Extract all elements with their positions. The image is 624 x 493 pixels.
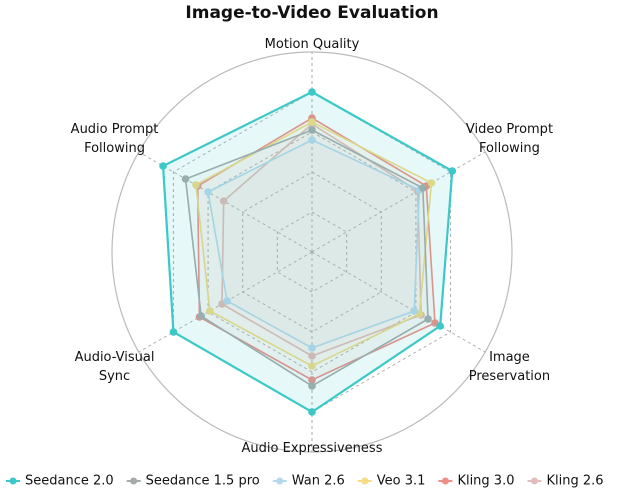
data-point [169, 328, 178, 336]
legend-swatch [276, 477, 284, 485]
axis-label-line: Audio Prompt [71, 122, 159, 137]
legend-swatch [9, 477, 17, 485]
data-point [159, 162, 167, 170]
legend-label: Seedance 2.0 [25, 474, 114, 489]
axis-label-line: Following [84, 141, 145, 156]
data-point [427, 179, 436, 187]
data-point [448, 167, 457, 175]
data-point [204, 188, 212, 196]
data-point [219, 197, 228, 205]
data-point [308, 376, 316, 384]
data-point [197, 312, 205, 320]
data-point [308, 344, 316, 352]
axis-label-line: Motion Quality [265, 37, 360, 52]
axis-label: Motion Quality [265, 37, 360, 52]
data-point [308, 126, 316, 134]
axis-label-line: Image [489, 350, 530, 365]
data-point [308, 408, 316, 416]
data-point [308, 382, 316, 390]
legend-label: Kling 2.6 [546, 474, 603, 489]
legend-label: Wan 2.6 [292, 474, 345, 489]
axis-label-line: Audio Expressiveness [242, 441, 383, 456]
data-point [308, 352, 316, 360]
axis-label: Audio Prompt Following [71, 122, 159, 156]
data-point [192, 181, 200, 189]
chart-title: Image-to-Video Evaluation [185, 3, 438, 23]
legend-swatch [530, 477, 538, 485]
axis-label-line: Video Prompt [466, 122, 553, 137]
data-point [436, 322, 444, 330]
axis-label: Audio-Visual Sync [75, 350, 155, 384]
data-point [206, 307, 214, 315]
legend-label: Veo 3.1 [377, 474, 426, 489]
axis-label-line: Following [479, 141, 540, 156]
legend-swatch [361, 477, 369, 485]
axis-label: Image Preservation [469, 350, 550, 384]
data-point [419, 184, 427, 192]
data-point [308, 362, 316, 370]
series-area [161, 90, 454, 414]
axis-label-line: Preservation [469, 369, 550, 384]
legend-label: Kling 3.0 [457, 474, 514, 489]
legend-swatch [130, 477, 138, 485]
axis-label: Video Prompt Following [466, 122, 553, 156]
axis-label-line: Sync [99, 369, 130, 384]
data-point [181, 175, 190, 183]
data-point [223, 297, 231, 305]
axis-label-line: Audio-Visual [75, 350, 155, 365]
data-point [424, 315, 432, 323]
grid-ring [276, 211, 348, 293]
data-point [410, 307, 418, 315]
legend-swatch [441, 477, 449, 485]
legend-label: Seedance 1.5 pro [146, 474, 260, 489]
data-point [308, 88, 316, 96]
axis-label: Audio Expressiveness [242, 441, 383, 456]
data-point [308, 136, 316, 144]
data-point [308, 118, 316, 126]
